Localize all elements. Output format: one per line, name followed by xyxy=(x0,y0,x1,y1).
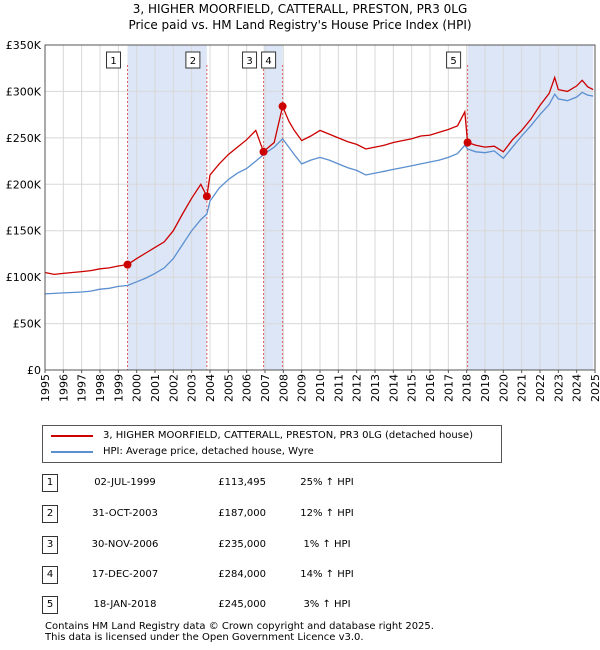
x-tick-label: 1997 xyxy=(76,374,89,402)
sale-date: 18-JAN-2018 xyxy=(93,599,157,610)
sale-date: 31-OCT-2003 xyxy=(92,508,158,519)
x-tick-label: 2022 xyxy=(534,374,547,402)
x-tick-label: 1999 xyxy=(112,374,125,402)
sale-date: 30-NOV-2006 xyxy=(91,539,159,550)
footer-copyright: Contains HM Land Registry data © Crown c… xyxy=(45,621,434,632)
y-tick-label: £150K xyxy=(6,225,42,238)
sale-label-text: 1 xyxy=(110,56,116,67)
x-tick-label: 2017 xyxy=(442,374,455,402)
x-tick-label: 2021 xyxy=(516,374,529,402)
x-tick-label: 2008 xyxy=(277,374,290,402)
x-tick-label: 2003 xyxy=(186,374,199,402)
sale-label-box xyxy=(446,51,462,69)
x-tick-label: 2010 xyxy=(314,374,327,402)
sale-date: 17-DEC-2007 xyxy=(91,569,159,580)
sale-price: £235,000 xyxy=(218,539,266,550)
legend-label-hpi: HPI: Average price, detached house, Wyre xyxy=(103,446,314,457)
x-tick-label: 2004 xyxy=(204,374,217,402)
x-tick-label: 2025 xyxy=(589,374,600,402)
sale-number-badge: 3 xyxy=(42,536,58,554)
x-tick-label: 2002 xyxy=(167,374,180,402)
sale-price: £245,000 xyxy=(218,599,266,610)
y-tick-label: £250K xyxy=(6,132,42,145)
x-tick-label: 2014 xyxy=(387,374,400,402)
x-tick-label: 2018 xyxy=(461,374,474,402)
sale-point xyxy=(123,260,132,269)
hpi-line xyxy=(44,91,594,295)
y-tick-label: £350K xyxy=(6,39,42,52)
shaded-period xyxy=(127,45,207,370)
x-tick-label: 2009 xyxy=(296,374,309,402)
legend-swatch-hpi xyxy=(51,451,93,453)
sale-hpi-change: 25% ↑ HPI xyxy=(300,477,354,488)
chart-title-line1: 3, HIGHER MOORFIELD, CATTERALL, PRESTON,… xyxy=(132,2,468,16)
sale-price: £284,000 xyxy=(218,569,266,580)
sale-hpi-change: 12% ↑ HPI xyxy=(300,508,354,519)
x-tick-label: 2019 xyxy=(479,374,492,402)
x-tick-label: 1998 xyxy=(94,374,107,402)
sale-row: 5 18-JAN-2018 £245,000 3% ↑ HPI xyxy=(0,596,600,616)
y-tick-label: £50K xyxy=(13,318,42,331)
y-tick-label: £200K xyxy=(6,178,42,191)
y-tick-label: £300K xyxy=(6,85,42,98)
legend-label-price: 3, HIGHER MOORFIELD, CATTERALL, PRESTON,… xyxy=(103,430,474,441)
sale-price: £187,000 xyxy=(218,508,266,519)
sale-label-text: 4 xyxy=(265,56,271,67)
sale-label-box xyxy=(106,51,121,69)
sale-label-box xyxy=(185,51,201,69)
chart-legend: 3, HIGHER MOORFIELD, CATTERALL, PRESTON,… xyxy=(42,425,502,463)
sale-number-badge: 2 xyxy=(42,505,58,523)
sale-row: 4 17-DEC-2007 £284,000 14% ↑ HPI xyxy=(0,566,600,586)
x-tick-label: 1996 xyxy=(57,374,70,402)
shaded-period xyxy=(467,45,594,370)
sale-row: 3 30-NOV-2006 £235,000 1% ↑ HPI xyxy=(0,536,600,556)
x-tick-label: 2015 xyxy=(406,374,419,402)
x-tick-label: 2020 xyxy=(497,374,510,402)
sale-row: 1 02-JUL-1999 £113,495 25% ↑ HPI xyxy=(0,474,600,494)
chart-title-line2: Price paid vs. HM Land Registry's House … xyxy=(128,18,472,32)
sale-number-badge: 4 xyxy=(42,566,58,584)
sale-point xyxy=(463,138,472,147)
x-tick-label: 2013 xyxy=(369,374,382,402)
sale-label-text: 5 xyxy=(450,56,456,67)
x-tick-label: 2007 xyxy=(259,374,272,402)
sale-point xyxy=(202,192,211,201)
sale-label-box xyxy=(261,51,277,69)
x-tick-label: 2024 xyxy=(571,374,584,402)
x-tick-label: 1995 xyxy=(39,374,52,402)
sale-row: 2 31-OCT-2003 £187,000 12% ↑ HPI xyxy=(0,505,600,525)
sale-hpi-change: 1% ↑ HPI xyxy=(303,539,351,550)
sale-number-badge: 5 xyxy=(42,596,58,614)
x-tick-label: 2012 xyxy=(351,374,364,402)
x-tick-label: 2011 xyxy=(332,374,345,402)
sale-label-text: 3 xyxy=(246,56,252,67)
sale-hpi-change: 3% ↑ HPI xyxy=(303,599,351,610)
x-tick-label: 2001 xyxy=(149,374,162,402)
x-tick-label: 2000 xyxy=(131,374,144,402)
price-chart: 1 2 3 4 5 £0 £50K £100K £150K £200K £250K £300K £350… xyxy=(6,39,600,402)
y-tick-label: £0 xyxy=(27,364,41,377)
y-tick-label: £100K xyxy=(6,271,42,284)
sale-label-text: 2 xyxy=(190,56,196,67)
sale-point xyxy=(278,102,287,111)
price-paid-line xyxy=(44,75,594,276)
x-tick-label: 2005 xyxy=(222,374,235,402)
x-tick-label: 2023 xyxy=(552,374,565,402)
sale-hpi-change: 14% ↑ HPI xyxy=(300,569,354,580)
sale-point xyxy=(259,147,268,156)
shaded-period xyxy=(263,45,283,370)
x-tick-label: 2016 xyxy=(424,374,437,402)
sale-number-badge: 1 xyxy=(42,474,58,492)
legend-swatch-price xyxy=(51,435,93,437)
x-tick-label: 2006 xyxy=(241,374,254,402)
sale-label-box xyxy=(242,51,258,69)
sale-date: 02-JUL-1999 xyxy=(94,477,156,488)
sale-price: £113,495 xyxy=(218,477,266,488)
footer-licence: This data is licensed under the Open Gov… xyxy=(45,632,364,643)
